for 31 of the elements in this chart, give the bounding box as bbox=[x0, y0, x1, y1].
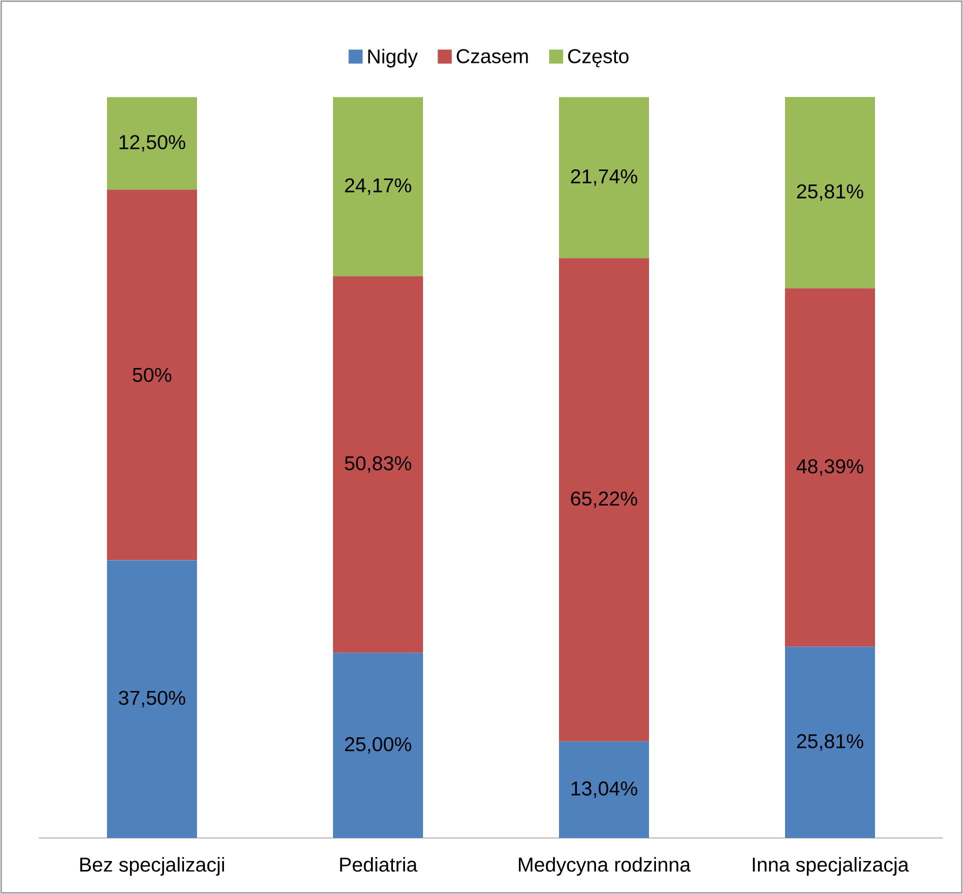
data-label: 21,74% bbox=[571, 169, 638, 186]
data-label: 13,04% bbox=[572, 781, 638, 798]
x-tick-label: Pediatria bbox=[340, 857, 418, 872]
legend-label: Czasem bbox=[456, 49, 528, 64]
bar bbox=[107, 560, 198, 838]
bar bbox=[333, 276, 424, 653]
legend-label: Często bbox=[568, 49, 629, 68]
data-label: 37,50% bbox=[118, 690, 186, 708]
bar bbox=[333, 97, 424, 276]
x-tick-label: Medycyna rodzinna bbox=[518, 857, 691, 876]
x-tick-label: Bez specjalizacji bbox=[80, 857, 224, 876]
bar bbox=[107, 190, 198, 560]
bar bbox=[333, 652, 424, 838]
bar bbox=[559, 741, 650, 838]
data-label: 25,00% bbox=[345, 737, 412, 754]
bar bbox=[785, 646, 876, 838]
data-label: 50% bbox=[132, 368, 172, 382]
bar bbox=[559, 97, 650, 258]
data-label: 12,50% bbox=[120, 135, 186, 152]
bar bbox=[785, 96, 876, 288]
data-label: 24,17% bbox=[345, 178, 412, 195]
x-tick-label: Inna specjalizacja bbox=[752, 857, 909, 876]
data-label: 65,22% bbox=[571, 492, 638, 508]
legend-label: Nigdy bbox=[368, 48, 418, 68]
data-label: 25,81% bbox=[797, 734, 864, 751]
data-label: 48,39% bbox=[796, 459, 864, 476]
bar bbox=[559, 258, 650, 742]
bar bbox=[107, 97, 198, 190]
data-label: 25,81% bbox=[797, 184, 864, 201]
data-label: 50,83% bbox=[344, 456, 412, 473]
bar bbox=[785, 288, 876, 647]
